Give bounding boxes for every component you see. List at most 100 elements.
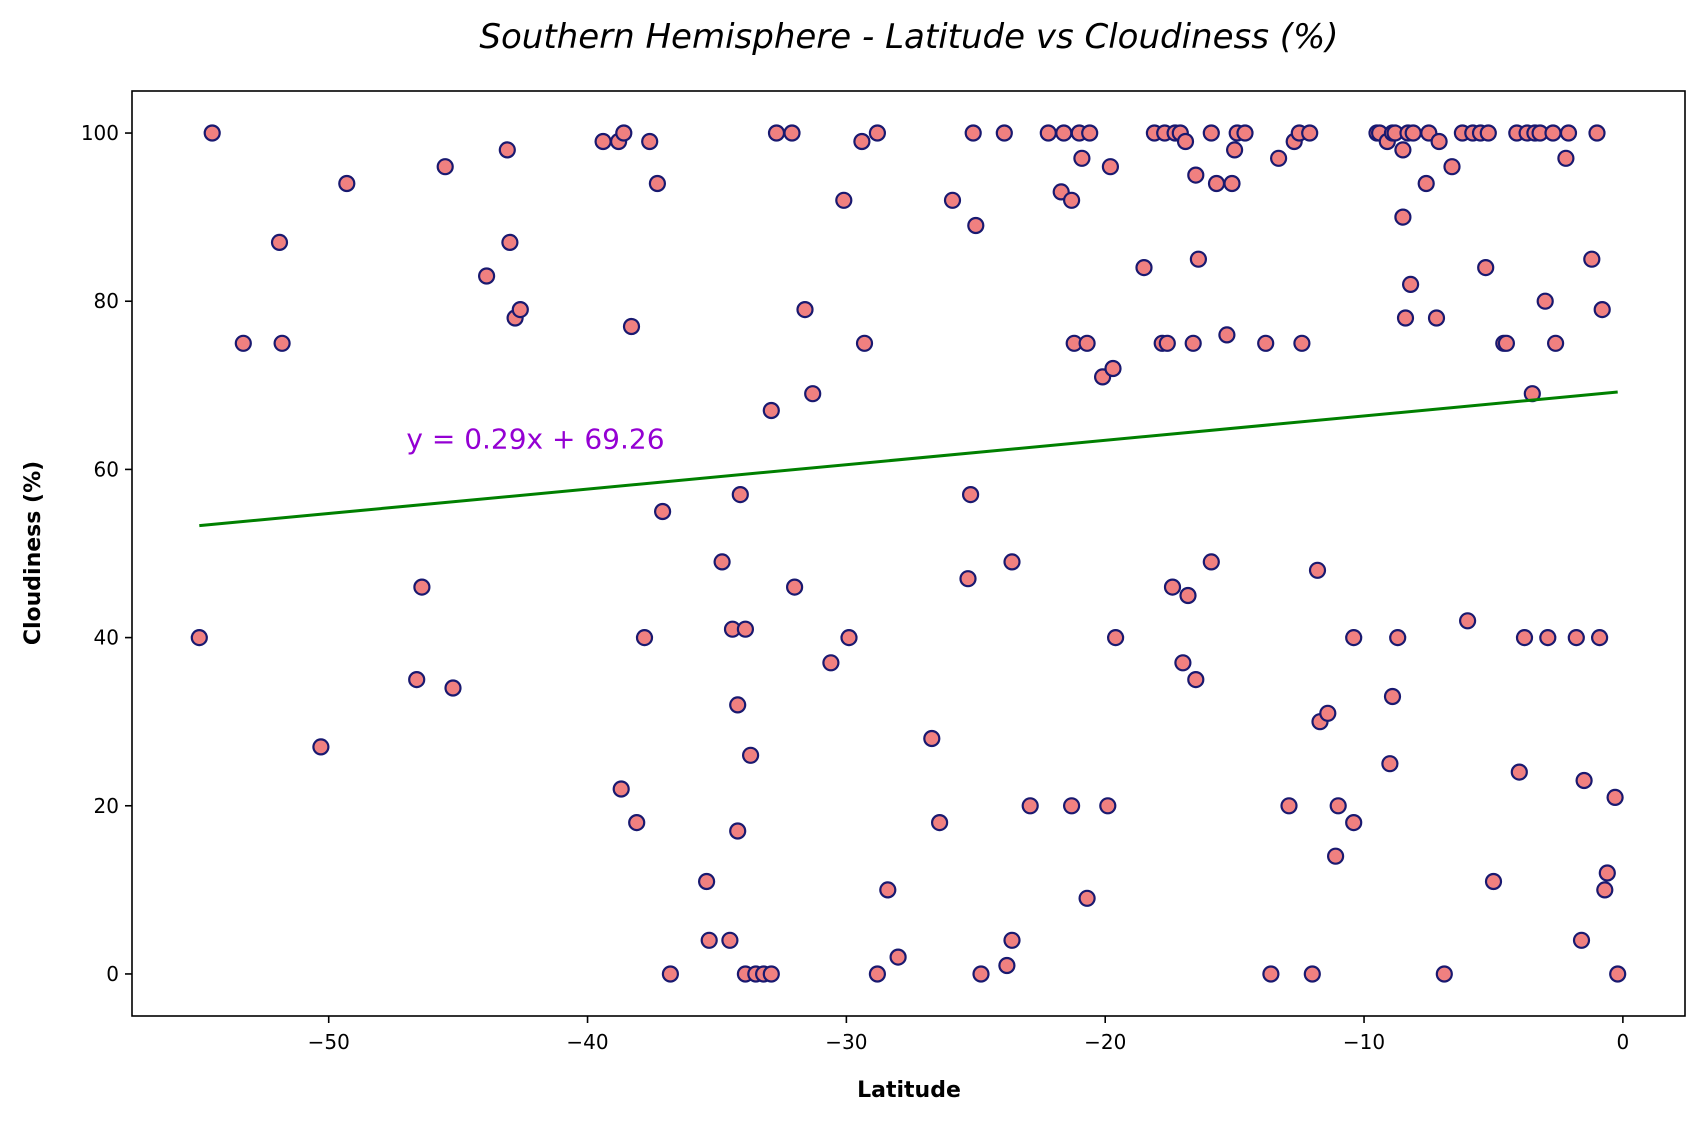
- data-point-73: [1062, 797, 1081, 815]
- data-point-58: [943, 191, 962, 209]
- data-point-79: [1081, 124, 1099, 142]
- data-point-63: [972, 965, 990, 983]
- data-point-85: [1135, 259, 1153, 277]
- data-point-169: [1583, 250, 1601, 268]
- data-point-141: [1430, 132, 1448, 151]
- data-point-61: [964, 124, 982, 142]
- data-point-143: [1443, 158, 1461, 176]
- data-point-19: [615, 124, 633, 142]
- data-point-89: [1158, 334, 1176, 352]
- data-point-133: [1394, 141, 1412, 159]
- data-point-162: [1544, 124, 1562, 142]
- y-tick-label: 20: [94, 794, 119, 818]
- data-point-148: [1477, 259, 1495, 277]
- data-point-90: [1163, 578, 1182, 596]
- data-point-167: [1572, 931, 1591, 949]
- data-point-53: [868, 124, 887, 142]
- data-point-120: [1326, 847, 1345, 865]
- data-point-137: [1404, 124, 1422, 142]
- data-point-66: [1003, 553, 1021, 571]
- data-point-27: [697, 872, 716, 891]
- data-point-77: [1078, 334, 1096, 352]
- data-point-44: [785, 578, 804, 596]
- scatter-points: [190, 124, 1627, 983]
- data-point-134: [1396, 309, 1415, 327]
- data-point-95: [1179, 586, 1197, 605]
- data-point-176: [1609, 965, 1627, 983]
- data-point-60: [961, 486, 980, 504]
- data-point-15: [511, 301, 529, 319]
- data-point-132: [1394, 208, 1412, 226]
- x-tick-label: −10: [1343, 1030, 1385, 1054]
- y-tick-label: 0: [106, 962, 119, 986]
- data-point-160: [1536, 292, 1554, 310]
- data-point-149: [1479, 124, 1497, 142]
- data-point-5: [312, 738, 330, 756]
- data-point-8: [413, 578, 431, 596]
- data-point-111: [1280, 797, 1298, 815]
- data-point-54: [879, 881, 897, 899]
- data-point-131: [1389, 628, 1407, 647]
- data-point-98: [1187, 670, 1205, 689]
- x-tick-label: −30: [825, 1030, 867, 1054]
- data-point-13: [501, 233, 519, 251]
- chart-title: Southern Hemisphere - Latitude vs Cloudi…: [479, 17, 1338, 57]
- x-axis: −50 −40 −30 −20 −10 0: [308, 1016, 1629, 1054]
- axes-frame: [131, 90, 1686, 1017]
- y-tick-label: 80: [94, 289, 119, 313]
- data-point-57: [930, 813, 949, 832]
- data-point-122: [1345, 628, 1363, 647]
- data-point-121: [1329, 797, 1347, 815]
- data-point-164: [1557, 149, 1575, 167]
- data-point-0: [190, 628, 208, 647]
- y-tick-label: 100: [81, 121, 119, 145]
- data-point-40: [762, 965, 780, 983]
- data-point-166: [1567, 628, 1585, 647]
- data-point-21: [628, 813, 646, 832]
- data-point-81: [1099, 797, 1117, 815]
- data-point-107: [1236, 124, 1254, 142]
- data-point-172: [1593, 301, 1611, 319]
- x-tick-label: −40: [566, 1030, 608, 1054]
- data-point-99: [1189, 250, 1208, 268]
- data-point-65: [998, 956, 1016, 975]
- y-tick-label: 40: [94, 626, 119, 650]
- data-point-123: [1345, 813, 1363, 832]
- plot-area: y = 0.29x + 69.26: [131, 90, 1686, 1017]
- data-point-55: [889, 948, 907, 966]
- data-point-67: [1003, 931, 1021, 949]
- data-point-72: [1062, 191, 1081, 209]
- data-point-30: [721, 931, 739, 949]
- data-point-20: [622, 317, 641, 336]
- data-point-43: [783, 124, 801, 142]
- data-point-12: [498, 141, 516, 159]
- data-point-11: [478, 267, 496, 285]
- data-point-2: [234, 334, 252, 352]
- data-point-34: [731, 486, 749, 504]
- data-point-6: [338, 174, 356, 193]
- y-axis-label: Cloudiness (%): [21, 461, 46, 645]
- data-point-140: [1427, 309, 1446, 327]
- data-point-155: [1515, 628, 1534, 647]
- data-point-109: [1262, 965, 1280, 983]
- data-point-96: [1184, 334, 1202, 352]
- data-point-175: [1606, 788, 1624, 807]
- y-tick-label: 60: [94, 457, 119, 481]
- regression-line: [199, 390, 1618, 528]
- data-point-25: [653, 502, 672, 521]
- data-point-32: [729, 822, 747, 840]
- data-point-45: [796, 301, 814, 319]
- data-point-100: [1202, 124, 1220, 142]
- data-point-119: [1319, 704, 1337, 722]
- data-point-150: [1484, 872, 1503, 891]
- data-point-110: [1269, 149, 1288, 167]
- data-point-174: [1598, 864, 1616, 882]
- data-point-76: [1073, 149, 1091, 167]
- data-point-114: [1293, 334, 1311, 352]
- data-point-173: [1596, 881, 1614, 899]
- regression-equation: y = 0.29x + 69.26: [406, 422, 664, 455]
- data-point-127: [1381, 755, 1399, 773]
- data-point-59: [959, 570, 977, 588]
- data-point-33: [729, 696, 747, 714]
